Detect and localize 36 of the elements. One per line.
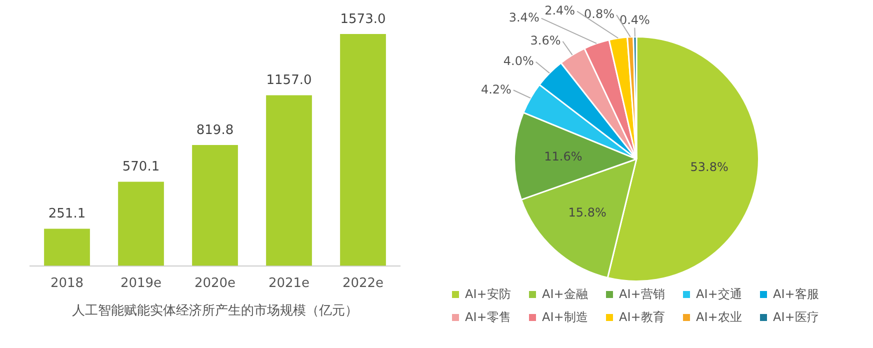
x-tick-label: 2021e <box>268 276 310 291</box>
bar <box>44 228 90 266</box>
legend-label: AI+医疗 <box>772 309 820 326</box>
data-label: 53.8% <box>690 160 728 174</box>
x-tick-label: 2018 <box>50 276 84 291</box>
legend-label: AI+安防 <box>464 286 512 303</box>
x-tick-label: 2019e <box>120 276 162 291</box>
data-label: 0.8% <box>584 7 615 22</box>
legend-label: AI+零售 <box>464 309 512 326</box>
x-tick-label: 2020e <box>194 276 236 291</box>
bar <box>340 34 386 266</box>
bar <box>192 144 238 266</box>
data-label: 1157.0 <box>266 73 312 88</box>
data-label: 819.8 <box>196 122 234 138</box>
legend-label: AI+金融 <box>541 286 589 303</box>
data-label: 0.4% <box>619 12 650 27</box>
legend-label: AI+客服 <box>772 286 820 303</box>
data-label: 251.1 <box>48 206 86 222</box>
legend-label: AI+农业 <box>695 309 743 326</box>
legend-label: AI+营销 <box>618 286 666 303</box>
bar <box>266 95 312 266</box>
data-label: 11.6% <box>544 149 582 164</box>
x-tick-label: 2022e <box>342 276 384 291</box>
data-label: 3.6% <box>530 33 561 48</box>
data-label: 4.0% <box>503 54 534 68</box>
legend-label: AI+制造 <box>541 309 589 326</box>
data-label: 1573.0 <box>340 12 386 27</box>
data-label: 3.4% <box>508 10 540 24</box>
data-label: 4.2% <box>480 82 512 96</box>
data-label: 15.8% <box>568 206 606 220</box>
x-axis-title: 人工智能赋能实体经济所产生的市场规模（亿元） <box>72 304 358 319</box>
legend-label: AI+交通 <box>695 286 743 303</box>
data-label: 2.4% <box>544 3 576 18</box>
legend-label: AI+教育 <box>618 309 666 326</box>
data-label: 570.1 <box>122 160 160 175</box>
bar <box>118 182 164 266</box>
